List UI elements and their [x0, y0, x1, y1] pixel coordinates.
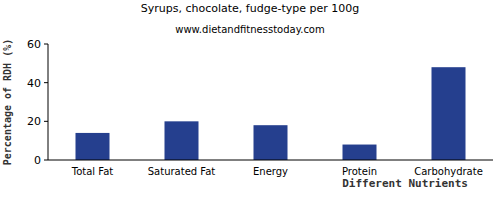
- y-axis-label: Percentage of RDH (%): [2, 39, 13, 165]
- x-tick-label: Carbohydrate: [414, 166, 483, 177]
- x-axis: [48, 160, 493, 161]
- y-tick-label: 0: [34, 154, 41, 167]
- chart: Syrups, chocolate, fudge-type per 100g ww…: [0, 0, 500, 200]
- x-tick-label: Total Fat: [71, 166, 113, 177]
- x-axis-label: Different Nutrients: [342, 177, 468, 190]
- x-tick-label: Energy: [253, 166, 288, 177]
- y-tick: [44, 121, 48, 122]
- bar: [76, 133, 110, 160]
- y-axis: [48, 44, 49, 160]
- bar: [165, 121, 199, 160]
- y-tick: [44, 160, 48, 161]
- y-tick-label: 40: [27, 77, 41, 90]
- x-tick-label: Saturated Fat: [148, 166, 216, 177]
- y-tick: [44, 44, 48, 45]
- title: Syrups, chocolate, fudge-type per 100g: [141, 2, 359, 15]
- bar: [343, 145, 377, 160]
- bar: [432, 67, 466, 160]
- y-tick: [44, 82, 48, 83]
- bars: [76, 67, 466, 160]
- bar: [254, 125, 288, 160]
- y-tick-label: 60: [27, 38, 41, 51]
- x-tick-label: Protein: [342, 166, 377, 177]
- y-tick-label: 20: [27, 115, 41, 128]
- subtitle: www.dietandfitnesstoday.com: [175, 24, 324, 35]
